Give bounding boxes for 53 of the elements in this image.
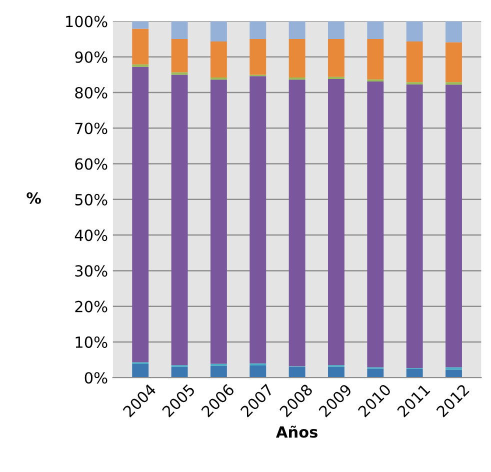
bar	[171, 74, 188, 366]
bar	[210, 42, 227, 78]
bar	[171, 72, 188, 75]
y-tick-label: 40%	[74, 230, 108, 242]
bar	[446, 42, 462, 82]
bar	[406, 84, 423, 368]
bar	[446, 367, 462, 370]
x-axis-title: Años	[276, 426, 318, 438]
bar	[446, 82, 462, 85]
bar	[367, 368, 384, 378]
bar	[210, 21, 227, 42]
bar	[406, 368, 423, 378]
y-tick-label: 80%	[75, 86, 108, 99]
bar	[328, 366, 344, 378]
bar	[406, 21, 423, 42]
bar	[250, 76, 266, 364]
bar	[250, 39, 266, 75]
y-tick-label: 60%	[75, 158, 108, 170]
bar	[367, 39, 384, 80]
y-tick-label: 10%	[76, 336, 108, 348]
y-axis-title: %	[26, 192, 42, 204]
bar	[171, 39, 188, 72]
bar	[328, 39, 344, 77]
bar	[210, 366, 227, 378]
bar	[328, 21, 344, 40]
bar	[132, 364, 149, 378]
y-tick-label: 50%	[75, 194, 108, 206]
bar	[132, 28, 149, 64]
y-tick-label: 20%	[75, 300, 108, 312]
bar	[446, 21, 462, 42]
bar	[250, 21, 266, 40]
bar	[288, 21, 306, 40]
bar	[171, 366, 188, 378]
bar	[328, 78, 344, 366]
bar	[132, 64, 149, 67]
bar	[288, 366, 306, 378]
bar	[132, 66, 149, 362]
y-tick-label: 70%	[75, 122, 108, 134]
y-tick-label: 90%	[75, 51, 108, 63]
bar	[367, 81, 384, 368]
bar	[171, 21, 188, 40]
bar	[250, 365, 266, 378]
y-tick-label: 100%	[66, 16, 108, 28]
bar	[210, 80, 227, 364]
bar	[446, 84, 462, 368]
bar	[288, 80, 306, 366]
bar	[446, 370, 462, 378]
y-tick-label: 30%	[75, 265, 108, 277]
bar	[132, 21, 149, 29]
bar	[406, 42, 423, 82]
y-tick-label: 0%	[84, 372, 108, 384]
bar	[288, 39, 306, 78]
bar	[367, 21, 384, 40]
